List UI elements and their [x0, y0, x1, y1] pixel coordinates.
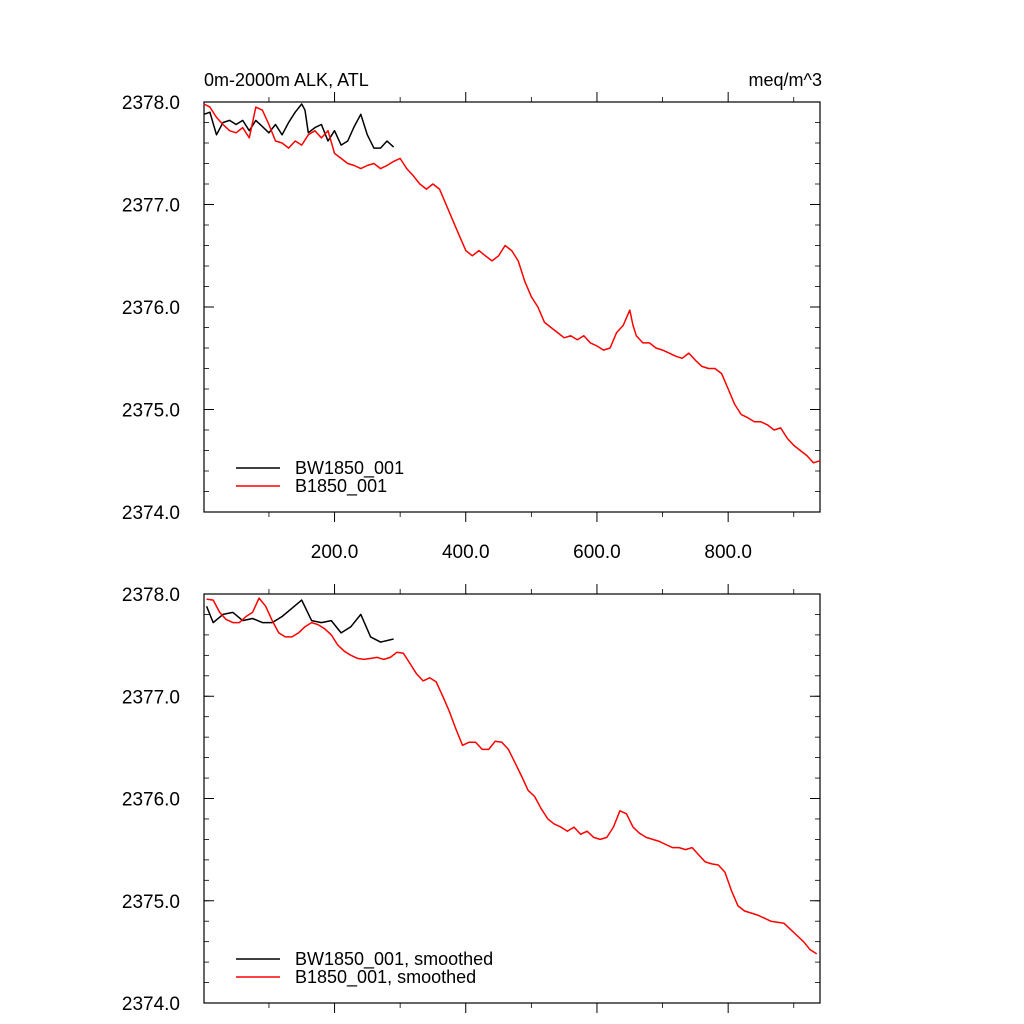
- legend-label: BW1850_001: [295, 458, 404, 479]
- y-tick-label: 2374.0: [122, 503, 180, 524]
- plot-frame: [203, 593, 821, 1004]
- plot-frame: [203, 101, 821, 513]
- y-tick-label: 2374.0: [122, 994, 180, 1015]
- x-tick-label: 800.0: [704, 542, 752, 563]
- series-line-b1850-001: [203, 103, 821, 464]
- top-panel: 2374.0 2375.0 2376.0 2377.0 2378.0 200.0 400.0…: [122, 92, 821, 563]
- y-ticks: 2374.0 2375.0 2376.0 2377.0 2378.0: [122, 93, 820, 524]
- x-ticks: [268, 584, 795, 1013]
- legend-label: BW1850_001, smoothed: [295, 949, 493, 970]
- y-tick-label: 2376.0: [122, 790, 180, 811]
- y-tick-label: 2377.0: [122, 687, 180, 708]
- y-tick-label: 2376.0: [122, 298, 180, 319]
- chart-title: 0m-2000m ALK, ATL: [204, 70, 369, 90]
- series-line-bw1850-001: [205, 599, 394, 643]
- y-tick-label: 2378.0: [122, 585, 180, 606]
- legend-label: B1850_001: [295, 476, 387, 497]
- x-tick-label: 600.0: [573, 542, 621, 563]
- series-line-bw1850-001: [203, 103, 395, 149]
- bottom-panel: 2374.0 2375.0 2376.0 2377.0 2378.0 BW1850_001…: [122, 584, 821, 1015]
- chart-units: meq/m^3: [749, 70, 822, 90]
- x-tick-label: 200.0: [311, 542, 359, 563]
- y-tick-label: 2377.0: [122, 196, 180, 217]
- series-line-b1850-001: [206, 597, 818, 955]
- y-tick-label: 2378.0: [122, 93, 180, 114]
- y-tick-label: 2375.0: [122, 401, 180, 422]
- y-ticks: 2374.0 2375.0 2376.0 2377.0 2378.0: [122, 585, 820, 1015]
- y-tick-label: 2375.0: [122, 892, 180, 913]
- x-tick-label: 400.0: [442, 542, 490, 563]
- legend-label: B1850_001, smoothed: [295, 967, 476, 988]
- x-ticks: 200.0 400.0 600.0 800.0: [268, 92, 795, 563]
